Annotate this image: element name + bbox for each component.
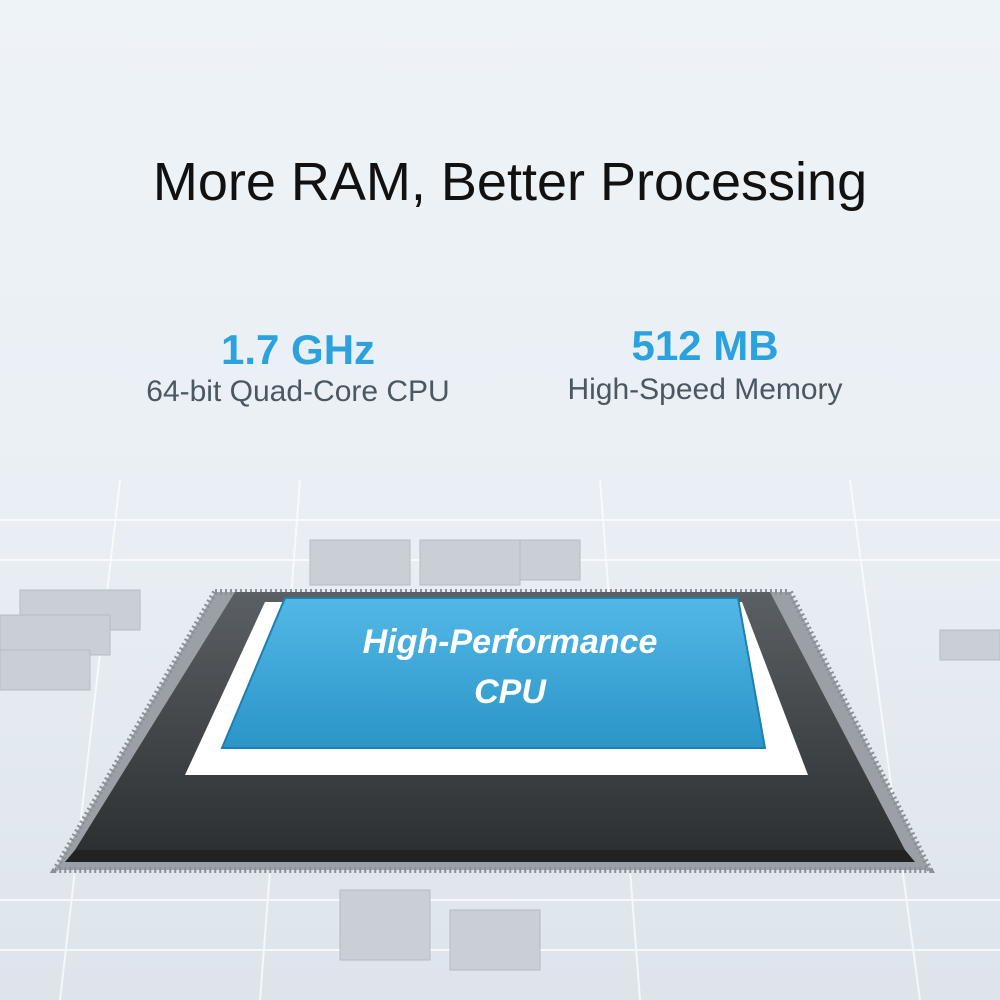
components [0,539,1000,971]
cpu-chip: High-Performance CPU [49,589,935,873]
title: More RAM, Better Processing [153,152,867,212]
chip-label: CPU [474,673,547,711]
chip-edge [65,850,915,862]
chip-label: High-Performance [363,623,658,661]
spec-value: 1.7 GHz [221,326,375,373]
spec-label: High-Speed Memory [567,373,842,406]
chip-die [220,597,767,749]
spec-label: 64-bit Quad-Core CPU [146,375,449,408]
spec-value: 512 MB [631,322,778,369]
